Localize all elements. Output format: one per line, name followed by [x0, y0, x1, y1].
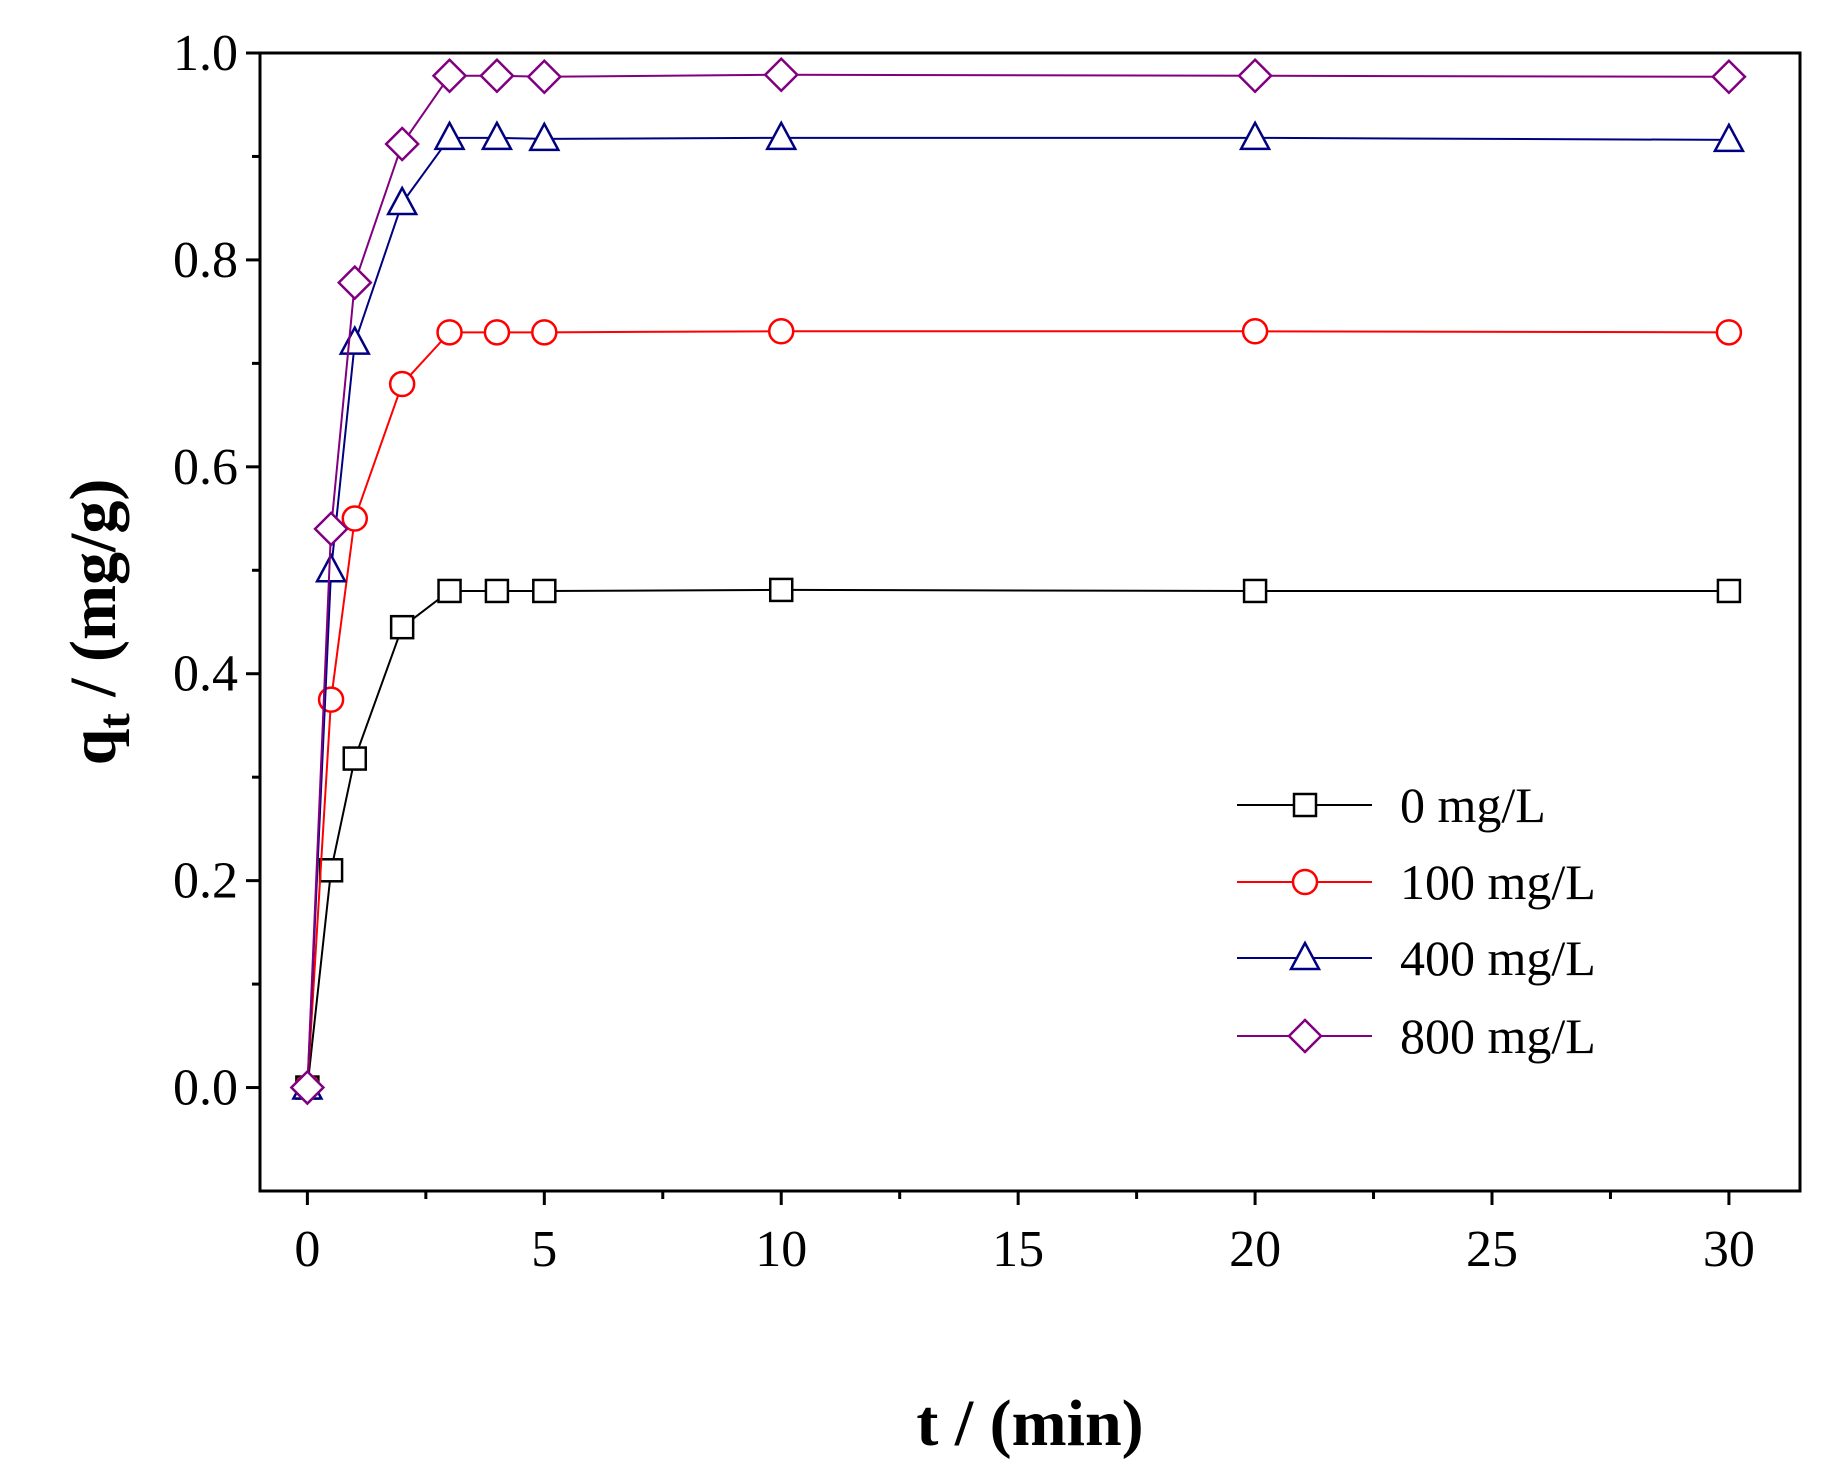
data-point — [1712, 122, 1746, 153]
x-tick-label: 5 — [531, 1221, 557, 1278]
legend-marker — [1288, 940, 1322, 971]
y-tick-label: 0.4 — [173, 646, 238, 703]
data-point — [1237, 57, 1273, 94]
legend-marker — [1291, 868, 1319, 896]
data-point — [1711, 59, 1747, 95]
x-tick-label: 15 — [992, 1221, 1044, 1278]
data-point — [483, 319, 511, 346]
y-tick-label: 1.0 — [173, 25, 238, 82]
data-point — [341, 505, 369, 532]
y-axis-title-subscript: t — [88, 713, 139, 729]
legend-item: 400 mg/L — [1237, 930, 1596, 986]
legend-label: 400 mg/L — [1400, 930, 1596, 986]
data-point — [289, 1069, 326, 1106]
y-tick-label: 0.6 — [173, 439, 238, 496]
y-axis-title-rest: / (mg/g) — [57, 479, 130, 714]
series-2 — [291, 120, 1746, 1100]
y-axis-title: qt / (mg/g) — [57, 479, 139, 766]
x-tick-label: 30 — [1703, 1221, 1755, 1278]
x-tick-label: 0 — [294, 1221, 320, 1278]
data-point — [1715, 319, 1743, 346]
y-axis-title-main: q — [57, 728, 130, 765]
data-point — [1242, 578, 1268, 604]
data-point — [531, 319, 558, 346]
data-point — [480, 120, 514, 151]
legend-item: 100 mg/L — [1237, 854, 1596, 910]
legend-item: 0 mg/L — [1237, 777, 1546, 833]
series-layer — [289, 56, 1747, 1106]
data-point — [1238, 120, 1272, 151]
legend: 0 mg/L 100 mg/L 400 mg/L 800 mg/L — [1237, 777, 1596, 1064]
data-point — [765, 120, 798, 151]
x-axis-title: t / (min) — [916, 1387, 1143, 1460]
ticks-layer: 0 5 10 15 20 25 30 0.0 0.2 0.4 0.6 0.8 1.0 — [173, 25, 1755, 1278]
series-0 — [295, 577, 1742, 1100]
legend-marker — [1292, 792, 1318, 818]
data-point — [313, 511, 349, 547]
data-point — [314, 552, 348, 583]
data-point — [337, 264, 373, 301]
data-point — [437, 578, 462, 604]
x-tick-label: 25 — [1466, 1221, 1518, 1278]
data-point — [763, 56, 799, 93]
data-point — [532, 578, 557, 604]
data-point — [526, 59, 563, 95]
data-point — [528, 121, 561, 152]
data-point — [479, 57, 515, 94]
legend-marker — [1287, 1018, 1323, 1054]
y-tick-label: 0.0 — [173, 1060, 238, 1117]
data-point — [342, 746, 368, 771]
data-point — [433, 120, 466, 151]
data-point — [386, 185, 419, 216]
plot-frame — [258, 51, 1802, 1193]
data-point — [384, 126, 420, 162]
x-tick-label: 10 — [755, 1221, 807, 1278]
legend-label: 0 mg/L — [1400, 777, 1546, 833]
data-point — [1241, 318, 1269, 345]
data-point — [318, 858, 344, 883]
series-3 — [289, 56, 1747, 1106]
series-1 — [294, 318, 1743, 1101]
series-line — [306, 136, 1729, 1088]
data-point — [1716, 578, 1742, 604]
legend-label: 800 mg/L — [1400, 1008, 1596, 1064]
legend-label: 100 mg/L — [1400, 854, 1596, 910]
series-line — [306, 588, 1729, 1088]
data-point — [484, 578, 510, 604]
series-line — [306, 73, 1729, 1088]
legend-item: 800 mg/L — [1237, 1008, 1596, 1064]
y-tick-label: 0.8 — [173, 232, 238, 289]
series-line — [306, 330, 1729, 1088]
data-point — [388, 370, 416, 398]
data-point — [389, 614, 415, 640]
y-tick-label: 0.2 — [173, 853, 238, 910]
data-point — [767, 318, 795, 345]
data-point — [431, 57, 468, 94]
data-point — [436, 319, 463, 346]
data-point — [768, 577, 794, 603]
x-tick-label: 20 — [1229, 1221, 1281, 1278]
